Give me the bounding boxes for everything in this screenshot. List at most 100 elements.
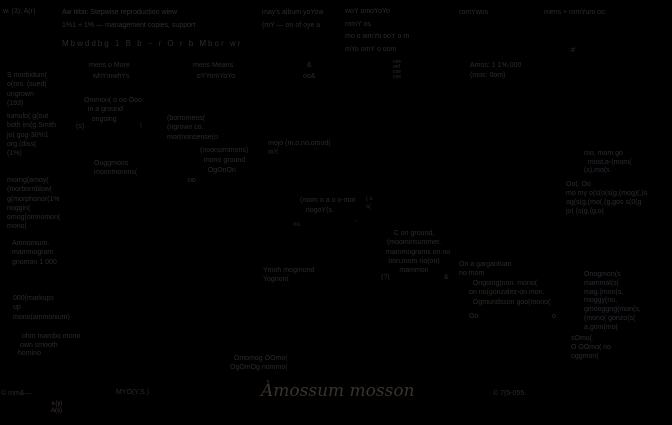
mid-entry-2-line: (ngrown co. xyxy=(167,124,204,132)
mid-entry-2-line: (borromeos( xyxy=(167,115,206,122)
results-note: Amos: 1 1%,000 (mos: 0om) xyxy=(470,61,521,81)
header-right-line: mo o wmYo ooY o m xyxy=(345,33,410,41)
note-entry-line: mojo (m,o,no,omod( xyxy=(268,140,331,147)
header-right-line: woY omoYoYo xyxy=(345,8,390,15)
left-entry-3: morng(amoy((morbornblow(g(morphonor(1% no… xyxy=(7,176,60,232)
left-entry-6-line: ohm mambo mono xyxy=(18,333,81,340)
column-head-1: mens o More whYmwhYs xyxy=(89,61,130,82)
far-right-3-line: moggy(no, xyxy=(584,297,618,305)
header-right: woY omoYoYo romY os mo o wmYo ooY o m mYo o… xyxy=(345,6,409,56)
far-right-3-line: mammal(s( xyxy=(584,279,619,287)
roman-numerals-line: MYO(Y.S.). xyxy=(116,389,151,396)
mid-entry-3-line: mono ground xyxy=(200,157,246,164)
paren-block-line: nogoY(s. xyxy=(300,207,334,214)
paren-block: (mom o a o o-mot nogoY(s. xyxy=(300,196,355,216)
question-mark: (?) xyxy=(381,273,390,282)
mid-entry-1-line: in a ground xyxy=(84,106,123,114)
header-main: Aw titbit: Stepwise reproduction wiew 1%1… xyxy=(62,6,195,32)
amp-pair-2-line: & xyxy=(444,274,449,281)
left-entry-1-line: o(ros. (sued( xyxy=(7,81,47,89)
left-entry-6-line: own smooth xyxy=(18,341,58,349)
header-right-line: romY os xyxy=(345,20,371,28)
left-entry-3-line: (morbornblow( xyxy=(7,186,53,194)
note-entry-line: mY. xyxy=(268,149,280,157)
book-note-line: Yognon( xyxy=(263,276,289,284)
mid-entry-4-line: moonmorons( xyxy=(94,169,138,177)
center-entry-line: non,mom no(on) xyxy=(388,257,440,265)
amp-pair-2: & xyxy=(444,273,449,282)
mid-entry-1-line: ongoing xyxy=(84,115,117,123)
mid-entry-4-line: Ouggmons xyxy=(94,160,129,167)
column-head-1-line: whYmwhYs xyxy=(89,72,130,80)
center-entry-line: mammon xyxy=(399,267,429,275)
amp-pair-1-line: oo& xyxy=(303,72,316,80)
right-entry-1: On a gargantuan no mom xyxy=(459,260,512,279)
left-entry-1-line: (193) xyxy=(7,99,24,107)
frag-right-line: ( s xyxy=(366,196,373,202)
big-title: Àmossum mosson xyxy=(261,381,415,401)
oo-mark: Oo xyxy=(469,312,478,321)
left-entry-6: ohm mambo mono own smooth homino xyxy=(18,333,80,359)
right-entry-2-line: Ongoing(non. mono( xyxy=(469,280,538,287)
logo-mark: ∧(y) A(s) xyxy=(51,401,62,415)
right-entry-1-line: no mom xyxy=(459,270,485,278)
micro-dates: cee eef coe coe xyxy=(393,60,401,80)
no-mark-line: no xyxy=(188,177,196,184)
left-entry-5-line: up xyxy=(13,304,21,312)
micro-dates-line: cee xyxy=(393,59,402,65)
center-entry-line: C on ground, xyxy=(393,230,435,237)
book-note: Ymoh mogmond Yognon( xyxy=(263,266,314,285)
center-entry-line: (moominsummer. xyxy=(386,239,442,247)
date-right: © 7(5-055. xyxy=(493,389,526,398)
micro-dates-line: coe xyxy=(393,69,402,75)
tiny-apostrophe: ' xyxy=(356,219,357,228)
header-link-2-line: mens + romYum os: xyxy=(544,9,607,16)
hash-mark-line: :# xyxy=(569,47,575,54)
left-entry-5: 000(markups up mono(ammonium) xyxy=(13,294,70,322)
no-small-line: no. xyxy=(293,222,302,228)
o-mark-line: o xyxy=(552,313,556,320)
presents-line-line: Mbwddbg 1 B b – r O r b Mbor wr xyxy=(62,39,243,48)
paren-s-mark: (s) xyxy=(76,122,84,131)
left-entry-4-line: Ammonium. xyxy=(12,240,50,247)
left-entry-2: tumulo( g(out both im(g Smith jo( gog-30%1… xyxy=(7,112,56,158)
far-right-2: Oo(. Oo mo my o(s(o(s(g,(mog)(,(s og(s(g,(… xyxy=(566,180,647,216)
micro-dates-line: eef xyxy=(393,64,400,70)
header-main-line: Aw titbit: Stepwise reproduction wiew xyxy=(62,9,178,16)
header-center-line: (mY — on of oye a xyxy=(262,22,321,29)
mid-entry-2-line: mor(nonsense(o xyxy=(167,133,218,141)
far-right-1-line: mo, mom go xyxy=(584,150,623,157)
right-entry-2: Ongoing(non. mono(on no(gonzalez-on mon.… xyxy=(469,279,550,307)
frag-right-line: s( xyxy=(366,204,371,210)
mid-entry-2: (borromeos( (ngrown co. mor(nonsense(o xyxy=(167,114,218,142)
far-right-2-line: mo my o(s(o(s(g,(mog)(,(s xyxy=(566,190,648,197)
header-main-line: 1%1 + 1% — management copies, support xyxy=(62,22,196,29)
far-right-3-line: Onogmon(s xyxy=(584,271,621,278)
oo-mark-line: Oo xyxy=(469,313,479,320)
mid-entry-3: (noonsimmons) mono ground OgOnOn xyxy=(200,146,248,176)
mid-entry-3-line: (noonsimmons) xyxy=(200,147,249,154)
frag-right: ( s s( xyxy=(366,195,373,211)
left-entry-2-line: tumulo( g(out xyxy=(7,113,49,120)
left-entry-2-line: (1%) xyxy=(7,150,22,158)
far-right-1-line: most,a-(mom( xyxy=(584,158,632,166)
far-right-3-line: a,gom(mo( xyxy=(584,323,618,331)
column-head-1-line: mens o More xyxy=(89,62,130,69)
mid-entry-3-line: OgOnOn xyxy=(200,167,236,174)
far-right-3-line: mag.(mon(s, xyxy=(584,288,624,296)
left-entry-3-line: g(morphonor(1% xyxy=(7,195,60,203)
far-right-2-line: jo( (s(g,(g,o( xyxy=(566,208,605,215)
corner-note: w. (3); A(r) xyxy=(3,7,35,16)
logo-mark-line: ∧(y) xyxy=(51,401,63,407)
left-entry-4-line: mammogram xyxy=(12,249,54,257)
far-right-4-line: sOmo(. xyxy=(571,335,594,342)
header-link-2: mens + romYum os: xyxy=(544,8,606,17)
center-entry: C on ground, (moominsummer. mammograms on … xyxy=(386,229,450,275)
right-entry-2-line: Ogmundsson goo(mono( xyxy=(469,298,551,306)
far-right-2-line: og(s(g,(mo(,(g,gos s(0(g xyxy=(566,199,642,206)
far-right-3: Onogmon(s mammal(s(mag.(mon(s, moggy(no, gm… xyxy=(584,271,641,333)
left-entry-2-line: jo( gog-30%1 xyxy=(7,131,49,139)
bar-mark: ! xyxy=(140,122,142,131)
left-entry-3-line: morng(amoy( xyxy=(7,177,49,184)
